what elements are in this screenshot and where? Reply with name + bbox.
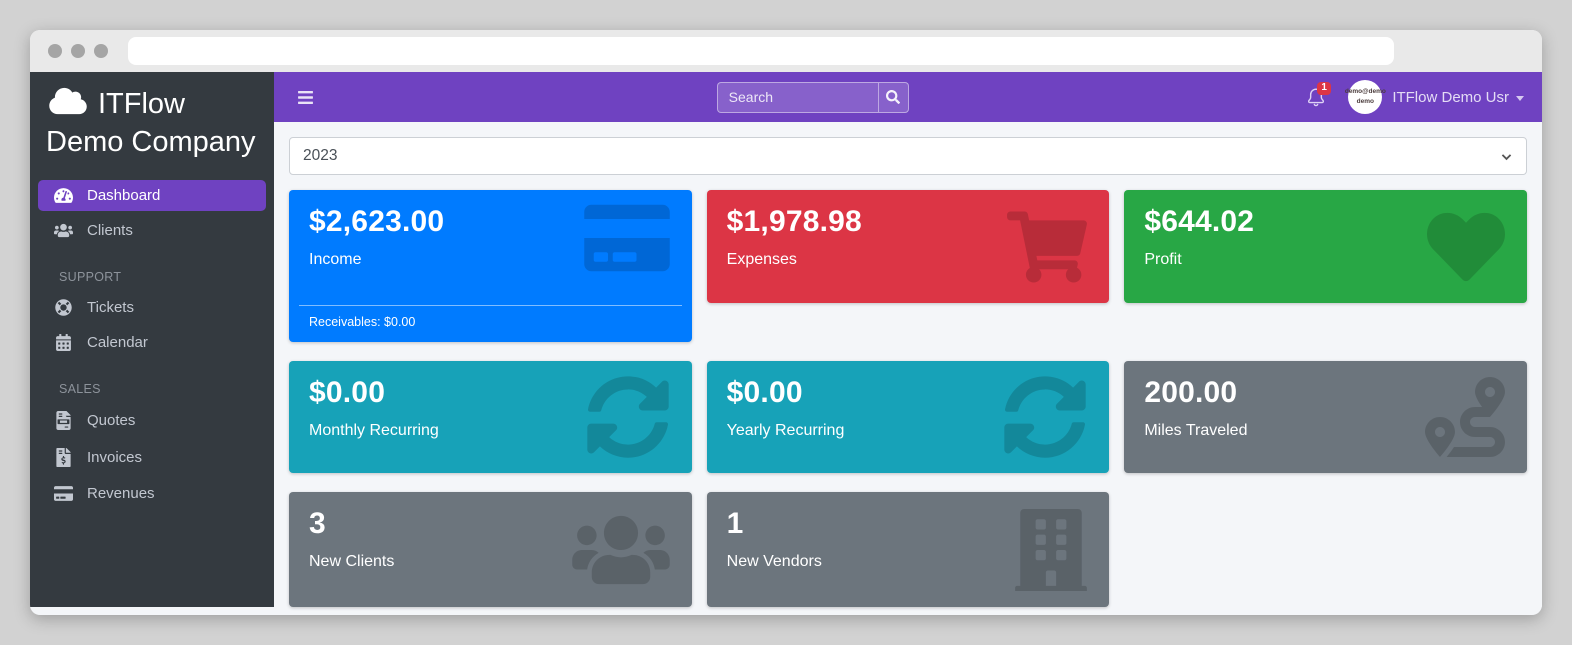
card-value: 1: [726, 507, 744, 540]
card-value: $0.00: [309, 376, 386, 409]
calendar-icon: [54, 334, 73, 351]
card-value: 3: [309, 507, 326, 540]
card-value: $644.02: [1144, 205, 1255, 238]
card-footer: Receivables: $0.00: [299, 305, 682, 342]
search-button[interactable]: [877, 81, 909, 113]
avatar[interactable]: demo@demo demo: [1345, 80, 1386, 114]
sidebar-item-clients[interactable]: Clients: [38, 215, 266, 246]
cards-row-1: $2,623.00 Income Receivables: $0.00 $1,9…: [289, 190, 1527, 342]
window-control-dot[interactable]: [94, 44, 108, 58]
sidebar-item-label: Tickets: [87, 298, 134, 316]
sidebar-section-support: SUPPORT: [59, 269, 122, 284]
window-control-dot[interactable]: [71, 44, 85, 58]
card-new-clients: 3 New Clients: [289, 492, 692, 607]
card-value: $1,978.98: [726, 205, 862, 238]
window-controls: [48, 44, 108, 58]
sidebar-item-revenues[interactable]: Revenues: [38, 478, 266, 509]
chevron-down-icon: [1501, 153, 1512, 160]
notification-badge: 1: [1317, 82, 1331, 95]
life-ring-icon: [54, 299, 73, 316]
card-monthly-recurring: $0.00 Monthly Recurring: [289, 361, 692, 473]
hamburger-icon: [296, 89, 315, 106]
card-new-vendors: 1 New Vendors: [706, 492, 1110, 607]
year-select[interactable]: 2023: [289, 137, 1527, 175]
address-bar[interactable]: [128, 37, 1394, 65]
file-invoice-dollar-icon: [56, 448, 71, 467]
card-label: Monthly Recurring: [309, 422, 439, 439]
browser-window: ITFlow Demo Company Dashboard Clients SU…: [30, 30, 1542, 615]
brand-text: ITFlow Demo Company: [46, 88, 256, 159]
sidebar-item-label: Calendar: [87, 333, 148, 351]
sidebar-item-quotes[interactable]: Quotes: [38, 404, 266, 437]
sync-icon: [586, 375, 670, 459]
search-icon: [886, 90, 900, 104]
tachometer-icon: [54, 187, 73, 204]
avatar-text-line2: demo: [1356, 98, 1374, 105]
sidebar-section-sales: SALES: [59, 381, 101, 396]
card-label: Expenses: [726, 251, 797, 268]
card-miles-traveled: 200.00 Miles Traveled: [1124, 361, 1527, 473]
year-select-value: 2023: [303, 147, 338, 164]
caret-down-icon: [1516, 95, 1524, 101]
file-invoice-icon: [56, 411, 71, 430]
sidebar-item-label: Quotes: [87, 411, 136, 429]
building-icon: [1015, 509, 1087, 591]
sync-icon: [1003, 375, 1087, 459]
credit-card-icon: [584, 200, 670, 276]
navbar-right: 1 demo@demo demo ITFlow Demo Usr: [1306, 80, 1524, 114]
sidebar-item-label: Revenues: [87, 484, 155, 502]
cards-row-2: $0.00 Monthly Recurring $0.00 Yearly Rec…: [289, 361, 1527, 473]
avatar-text-line1: demo@demo: [1344, 88, 1386, 96]
credit-card-icon: [54, 485, 73, 502]
app-root: ITFlow Demo Company Dashboard Clients SU…: [30, 72, 1542, 615]
sidebar-item-tickets[interactable]: Tickets: [38, 292, 266, 323]
sidebar-item-dashboard[interactable]: Dashboard: [38, 179, 266, 211]
dashboard-content: 2023 $2,623.00 Income Receivables: $0.00…: [274, 122, 1542, 615]
card-income: $2,623.00 Income Receivables: $0.00: [289, 190, 692, 342]
card-label: Profit: [1144, 251, 1182, 268]
sidebar-item-invoices[interactable]: Invoices: [38, 441, 266, 474]
sidebar-menu: Dashboard Clients SUPPORT Tickets Calend…: [30, 168, 274, 509]
shopping-cart-icon: [1007, 211, 1087, 282]
user-name: ITFlow Demo Usr: [1392, 88, 1509, 106]
card-value: $0.00: [726, 376, 803, 409]
card-value: 200.00: [1144, 376, 1238, 409]
card-label: Yearly Recurring: [726, 422, 845, 439]
top-navbar: 1 demo@demo demo ITFlow Demo Usr: [274, 72, 1542, 122]
route-icon: [1425, 377, 1505, 457]
users-icon: [572, 511, 670, 589]
card-label: Miles Traveled: [1144, 422, 1248, 439]
search-input[interactable]: [716, 81, 878, 113]
cards-row-3: 3 New Clients 1 New Vendors: [289, 492, 1527, 607]
card-expenses: $1,978.98 Expenses: [706, 190, 1110, 303]
search-group: [716, 81, 909, 113]
main-area: 1 demo@demo demo ITFlow Demo Usr 2023: [274, 72, 1542, 607]
card-yearly-recurring: $0.00 Yearly Recurring: [706, 361, 1110, 473]
sidebar-item-label: Invoices: [87, 448, 143, 466]
window-control-dot[interactable]: [48, 44, 62, 58]
brand-link[interactable]: ITFlow Demo Company: [30, 72, 274, 168]
sidebar-item-calendar[interactable]: Calendar: [38, 327, 266, 358]
notifications-button[interactable]: 1: [1306, 82, 1331, 107]
sidebar: ITFlow Demo Company Dashboard Clients SU…: [30, 72, 274, 607]
sidebar-toggle-button[interactable]: [292, 85, 319, 110]
card-value: $2,623.00: [309, 205, 445, 238]
card-label: New Clients: [309, 553, 395, 570]
user-menu-dropdown[interactable]: ITFlow Demo Usr: [1392, 89, 1524, 106]
heart-icon: [1427, 208, 1505, 286]
chrome-bar: [30, 30, 1542, 72]
card-profit: $644.02 Profit: [1124, 190, 1527, 303]
card-label: New Vendors: [726, 553, 822, 570]
card-label: Income: [309, 251, 362, 268]
sidebar-item-label: Clients: [87, 221, 133, 239]
users-icon: [54, 222, 73, 239]
sidebar-item-label: Dashboard: [87, 186, 161, 204]
cloud-icon: [46, 86, 90, 116]
